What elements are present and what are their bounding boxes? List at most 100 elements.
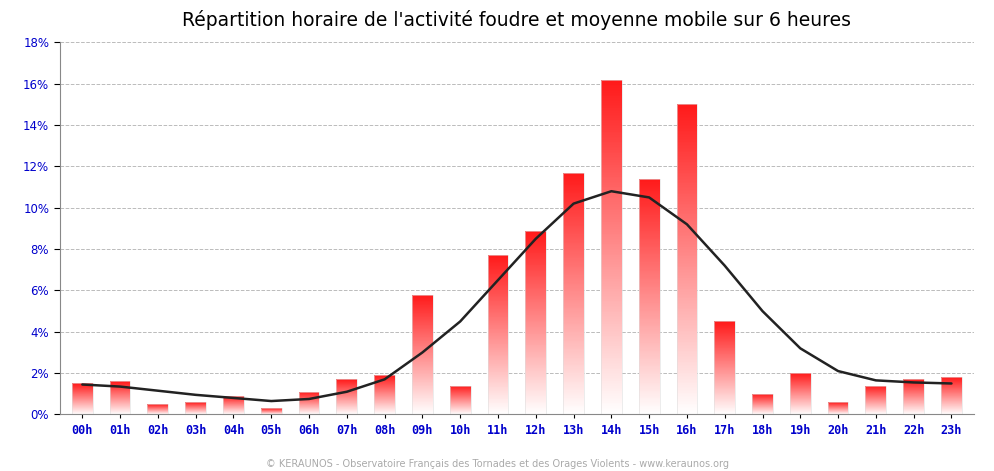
Bar bbox=[526, 335, 546, 336]
Bar bbox=[488, 340, 508, 341]
Bar bbox=[564, 340, 583, 341]
Bar bbox=[639, 271, 660, 272]
Bar bbox=[526, 317, 546, 318]
Bar bbox=[752, 394, 773, 414]
Bar bbox=[601, 339, 621, 341]
Bar bbox=[601, 309, 621, 311]
Bar bbox=[564, 292, 583, 293]
Bar bbox=[564, 208, 583, 209]
Bar bbox=[639, 407, 660, 408]
Bar bbox=[677, 216, 698, 218]
Bar bbox=[526, 283, 546, 284]
Bar bbox=[413, 333, 432, 334]
Bar bbox=[639, 412, 660, 413]
Bar bbox=[526, 247, 546, 248]
Bar bbox=[677, 287, 698, 289]
Bar bbox=[488, 267, 508, 268]
Bar bbox=[639, 380, 660, 382]
Bar bbox=[488, 272, 508, 273]
Bar bbox=[639, 320, 660, 321]
Bar bbox=[601, 279, 621, 281]
Bar bbox=[526, 309, 546, 310]
Bar bbox=[639, 199, 660, 200]
Bar bbox=[639, 330, 660, 331]
Bar bbox=[413, 384, 432, 385]
Bar bbox=[488, 339, 508, 340]
Bar bbox=[526, 288, 546, 289]
Bar bbox=[677, 174, 698, 176]
Bar bbox=[413, 353, 432, 354]
Bar bbox=[488, 334, 508, 335]
Bar bbox=[488, 298, 508, 299]
Bar bbox=[526, 328, 546, 329]
Bar bbox=[413, 365, 432, 366]
Bar bbox=[564, 257, 583, 259]
Bar bbox=[601, 337, 621, 339]
Bar bbox=[677, 276, 698, 278]
Bar bbox=[601, 188, 621, 190]
Bar bbox=[488, 389, 508, 390]
Bar bbox=[677, 153, 698, 154]
Bar bbox=[601, 379, 621, 381]
Bar bbox=[488, 284, 508, 285]
Bar bbox=[564, 244, 583, 245]
Bar bbox=[488, 306, 508, 307]
Bar bbox=[564, 188, 583, 189]
Bar bbox=[488, 314, 508, 315]
Bar bbox=[413, 363, 432, 364]
Bar bbox=[488, 265, 508, 266]
Bar bbox=[526, 383, 546, 384]
Bar bbox=[413, 406, 432, 407]
Bar bbox=[413, 352, 432, 353]
Bar bbox=[488, 401, 508, 402]
Bar bbox=[639, 382, 660, 384]
Bar bbox=[526, 412, 546, 413]
Bar bbox=[488, 337, 508, 338]
Bar bbox=[601, 401, 621, 403]
Bar bbox=[639, 406, 660, 407]
Bar bbox=[677, 310, 698, 312]
Bar bbox=[639, 232, 660, 233]
Bar bbox=[564, 239, 583, 240]
Bar bbox=[564, 191, 583, 192]
Bar bbox=[564, 350, 583, 351]
Bar bbox=[677, 129, 698, 131]
Bar bbox=[639, 324, 660, 325]
Bar bbox=[564, 184, 583, 185]
Bar bbox=[639, 405, 660, 406]
Bar bbox=[677, 404, 698, 405]
Bar bbox=[413, 347, 432, 348]
Bar bbox=[488, 309, 508, 310]
Bar bbox=[601, 177, 621, 179]
Bar bbox=[526, 267, 546, 268]
Bar bbox=[413, 321, 432, 322]
Bar bbox=[413, 332, 432, 333]
Bar bbox=[413, 303, 432, 304]
Bar bbox=[677, 250, 698, 252]
Bar bbox=[413, 380, 432, 381]
Bar bbox=[677, 128, 698, 129]
Bar bbox=[677, 230, 698, 232]
Bar bbox=[564, 364, 583, 365]
Bar bbox=[639, 364, 660, 365]
Bar bbox=[639, 323, 660, 324]
Bar bbox=[526, 244, 546, 245]
Bar bbox=[526, 411, 546, 412]
Bar bbox=[413, 301, 432, 302]
Bar bbox=[677, 331, 698, 333]
Bar bbox=[413, 399, 432, 400]
Bar bbox=[526, 243, 546, 244]
Bar bbox=[526, 268, 546, 269]
Bar bbox=[639, 222, 660, 224]
Bar bbox=[564, 261, 583, 262]
Bar bbox=[677, 188, 698, 190]
Bar bbox=[677, 382, 698, 383]
Bar bbox=[413, 304, 432, 305]
Bar bbox=[488, 257, 508, 258]
Bar bbox=[488, 391, 508, 392]
Bar bbox=[564, 343, 583, 344]
Bar bbox=[488, 408, 508, 409]
Bar bbox=[488, 358, 508, 359]
Bar bbox=[601, 364, 621, 366]
Bar bbox=[526, 299, 546, 300]
